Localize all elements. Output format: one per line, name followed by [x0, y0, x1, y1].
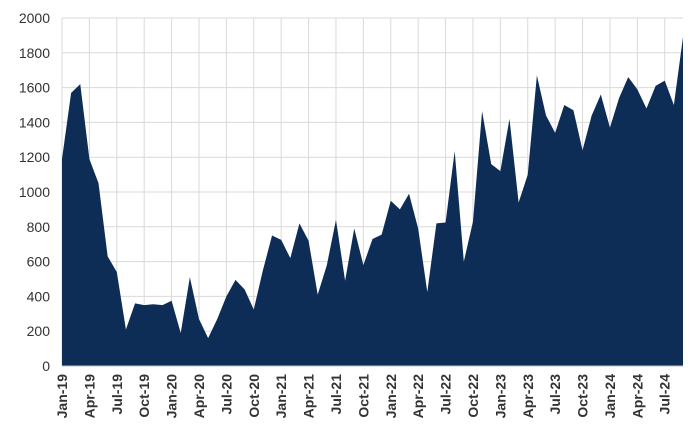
- x-tick-label: Jan-21: [273, 374, 289, 419]
- y-tick-label: 600: [27, 254, 51, 270]
- x-tick-label: Jul-20: [218, 374, 234, 415]
- x-tick-label: Jan-22: [383, 374, 399, 419]
- x-tick-label: Jul-22: [438, 374, 454, 415]
- x-tick-label: Jul-19: [109, 374, 125, 415]
- x-tick-label: Apr-22: [410, 374, 426, 419]
- x-tick-label: Jul-23: [547, 374, 563, 415]
- x-tick-label: Oct-23: [575, 374, 591, 418]
- x-tick-label: Apr-23: [520, 374, 536, 419]
- x-tick-label: Jan-23: [492, 374, 508, 419]
- y-tick-label: 1800: [19, 45, 50, 61]
- y-tick-label: 1400: [19, 114, 50, 130]
- y-tick-label: 1000: [19, 184, 50, 200]
- x-tick-label: Oct-21: [355, 374, 371, 418]
- y-tick-label: 800: [27, 219, 51, 235]
- x-tick-label: Apr-21: [301, 374, 317, 419]
- y-tick-label: 1600: [19, 80, 50, 96]
- x-tick-label: Jan-19: [54, 374, 70, 419]
- x-tick-label: Apr-19: [81, 374, 97, 419]
- x-tick-label: Apr-20: [191, 374, 207, 419]
- y-tick-label: 0: [42, 358, 50, 374]
- x-tick-label: Oct-20: [246, 374, 262, 418]
- x-tick-label: Oct-22: [465, 374, 481, 418]
- y-tick-label: 400: [27, 288, 51, 304]
- x-tick-label: Apr-24: [629, 374, 645, 419]
- x-axis-tick-labels: Jan-19 Apr-19 Jul-19 Oct-19 Jan-20 Apr-20 Jul-…: [54, 374, 673, 419]
- y-tick-label: 1200: [19, 149, 50, 165]
- y-axis-tick-labels: 0 200 400 600 800 1000 1200 1400 1600 1800 2000: [19, 10, 50, 374]
- y-tick-label: 200: [27, 323, 51, 339]
- x-tick-label: Jan-20: [164, 374, 180, 419]
- x-tick-label: Jul-21: [328, 374, 344, 415]
- x-tick-label: Jan-24: [602, 374, 618, 419]
- x-tick-label: Jul-24: [657, 374, 673, 415]
- data-area: [62, 37, 683, 366]
- y-tick-label: 2000: [19, 10, 50, 26]
- x-tick-label: Oct-19: [136, 374, 152, 418]
